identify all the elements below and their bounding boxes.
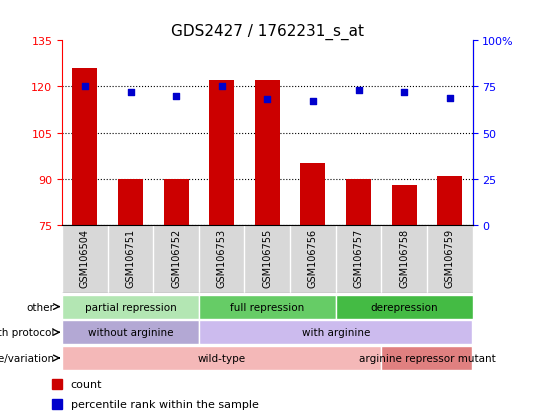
Bar bbox=[118, 179, 143, 225]
Text: wild-type: wild-type bbox=[198, 353, 246, 363]
Text: without arginine: without arginine bbox=[87, 328, 173, 337]
Bar bbox=[199, 295, 336, 319]
Bar bbox=[62, 295, 199, 319]
Bar bbox=[199, 320, 472, 344]
Bar bbox=[72, 69, 97, 225]
Point bbox=[80, 84, 89, 90]
Text: GSM106758: GSM106758 bbox=[399, 228, 409, 287]
Text: percentile rank within the sample: percentile rank within the sample bbox=[71, 399, 259, 408]
Bar bbox=[164, 179, 188, 225]
Text: with arginine: with arginine bbox=[301, 328, 370, 337]
Text: growth protocol: growth protocol bbox=[0, 328, 55, 337]
Bar bbox=[62, 320, 199, 344]
Bar bbox=[381, 346, 472, 370]
Text: GSM106751: GSM106751 bbox=[125, 228, 136, 287]
Text: genotype/variation: genotype/variation bbox=[0, 353, 55, 363]
Text: GSM106759: GSM106759 bbox=[445, 228, 455, 287]
Text: GSM106755: GSM106755 bbox=[262, 228, 272, 287]
Point bbox=[126, 90, 135, 96]
Bar bbox=[392, 185, 417, 225]
Bar bbox=[336, 295, 472, 319]
Text: partial repression: partial repression bbox=[85, 302, 177, 312]
Text: GSM106757: GSM106757 bbox=[354, 228, 363, 287]
Bar bbox=[346, 179, 371, 225]
Point bbox=[354, 88, 363, 94]
Point bbox=[400, 90, 408, 96]
Text: other: other bbox=[27, 302, 55, 312]
Bar bbox=[62, 346, 381, 370]
Point bbox=[308, 99, 317, 105]
Bar bbox=[255, 81, 280, 225]
Text: GSM106752: GSM106752 bbox=[171, 228, 181, 287]
Title: GDS2427 / 1762231_s_at: GDS2427 / 1762231_s_at bbox=[171, 24, 364, 40]
Point bbox=[172, 93, 180, 100]
Text: GSM106756: GSM106756 bbox=[308, 228, 318, 287]
Bar bbox=[300, 164, 326, 225]
Point bbox=[446, 95, 454, 102]
Text: arginine repressor mutant: arginine repressor mutant bbox=[359, 353, 495, 363]
Text: GSM106504: GSM106504 bbox=[80, 228, 90, 287]
Point bbox=[218, 84, 226, 90]
Bar bbox=[209, 81, 234, 225]
Bar bbox=[437, 176, 462, 225]
Text: full repression: full repression bbox=[230, 302, 305, 312]
Text: count: count bbox=[71, 379, 102, 389]
Point bbox=[263, 97, 272, 103]
Text: derepression: derepression bbox=[370, 302, 438, 312]
Text: GSM106753: GSM106753 bbox=[217, 228, 227, 287]
